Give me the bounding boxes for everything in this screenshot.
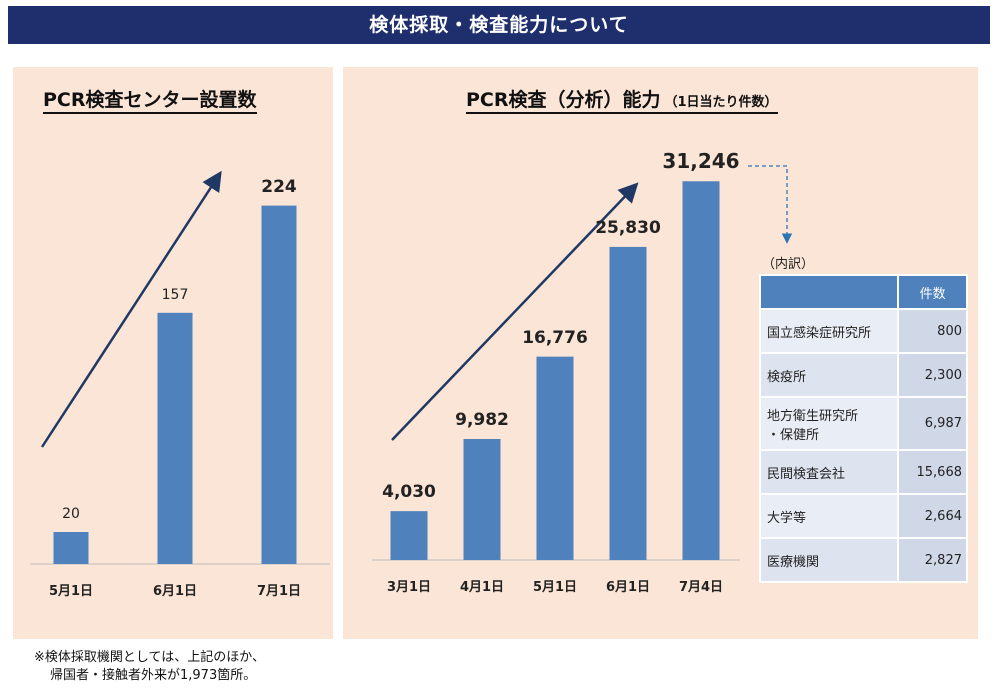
table-row: 検疫所 2,300	[758, 352, 968, 398]
left-chart-title: PCR検査センター設置数	[43, 89, 257, 114]
left-chart	[30, 170, 330, 565]
left-trend-arrow	[40, 170, 222, 448]
right-bar-1	[390, 511, 428, 560]
breakdown-header-row: 件数	[758, 274, 968, 310]
breakdown-header-count: 件数	[897, 274, 968, 310]
left-category-label: 7月1日	[256, 584, 302, 599]
breakdown-name: 国立感染症研究所	[758, 308, 900, 354]
table-row: 医療機関 2,827	[758, 537, 968, 583]
right-bar-value-label: 25,830	[595, 217, 661, 238]
left-bar-3	[261, 205, 297, 564]
left-bar-value-label: 20	[62, 506, 80, 522]
breakdown-name-line1: 地方衛生研究所	[767, 408, 859, 424]
page-banner: 検体採取・検査能力について	[8, 6, 990, 44]
breakdown-value: 2,827	[897, 537, 968, 583]
footnote-line2: 帰国者・接触者外来が1,973箇所。	[50, 668, 257, 683]
left-bar-value-label: 157	[161, 286, 189, 303]
breakdown-value: 2,664	[897, 493, 968, 539]
breakdown-value: 2,300	[897, 352, 968, 398]
table-row: 民間検査会社 15,668	[758, 449, 968, 495]
right-chart-subtitle: （1日当たり件数）	[664, 95, 778, 110]
right-chart	[372, 181, 740, 561]
right-category-label: 7月4日	[678, 580, 724, 595]
left-bar-value-label: 224	[261, 176, 297, 197]
table-row: 地方衛生研究所 ・保健所 6,987	[758, 396, 968, 451]
footnote: ※検体採取機関としては、上記のほか、 帰国者・接触者外来が1,973箇所。	[34, 649, 265, 685]
right-bar-value-label: 16,776	[522, 327, 588, 348]
right-bar-5	[682, 181, 720, 560]
breakdown-label: （内訳）	[762, 257, 815, 272]
right-category-label: 5月1日	[532, 580, 578, 595]
left-bar-2	[157, 312, 193, 564]
breakdown-table: 件数 国立感染症研究所 800 検疫所 2,300 地方衛生研究所 ・保健所 6,…	[758, 274, 968, 583]
right-bar-value-label: 9,982	[455, 410, 509, 430]
breakdown-name: 大学等	[758, 493, 900, 539]
right-bar-3	[536, 356, 574, 560]
right-bar-2	[463, 439, 501, 560]
breakdown-name-line2: ・保健所	[767, 427, 820, 443]
callout-dashed-arrow	[748, 165, 793, 244]
breakdown-value: 800	[897, 308, 968, 354]
left-bar-1	[53, 532, 89, 564]
right-trend-arrow	[391, 182, 639, 441]
right-category-label: 6月1日	[605, 580, 651, 595]
breakdown-name: 医療機関	[758, 537, 900, 583]
breakdown-value: 15,668	[897, 449, 968, 495]
footnote-line1: ※検体採取機関としては、上記のほか、	[34, 650, 265, 665]
right-chart-title-main: PCR検査（分析）能力	[466, 89, 661, 111]
right-bar-value-label: 31,246	[662, 149, 740, 174]
table-row: 大学等 2,664	[758, 493, 968, 539]
breakdown-name: 地方衛生研究所 ・保健所	[758, 396, 900, 451]
breakdown-name: 検疫所	[758, 352, 900, 398]
breakdown-header-blank	[758, 274, 900, 310]
left-category-label: 5月1日	[48, 584, 94, 599]
right-bar-4	[609, 246, 647, 560]
breakdown-name: 民間検査会社	[758, 449, 900, 495]
right-category-label: 4月1日	[459, 580, 505, 595]
left-category-label: 6月1日	[152, 584, 198, 599]
right-chart-title: PCR検査（分析）能力 （1日当たり件数）	[466, 89, 778, 114]
right-bar-value-label: 4,030	[382, 482, 436, 503]
right-category-label: 3月1日	[386, 580, 432, 595]
table-row: 国立感染症研究所 800	[758, 308, 968, 354]
breakdown-value: 6,987	[897, 396, 968, 451]
